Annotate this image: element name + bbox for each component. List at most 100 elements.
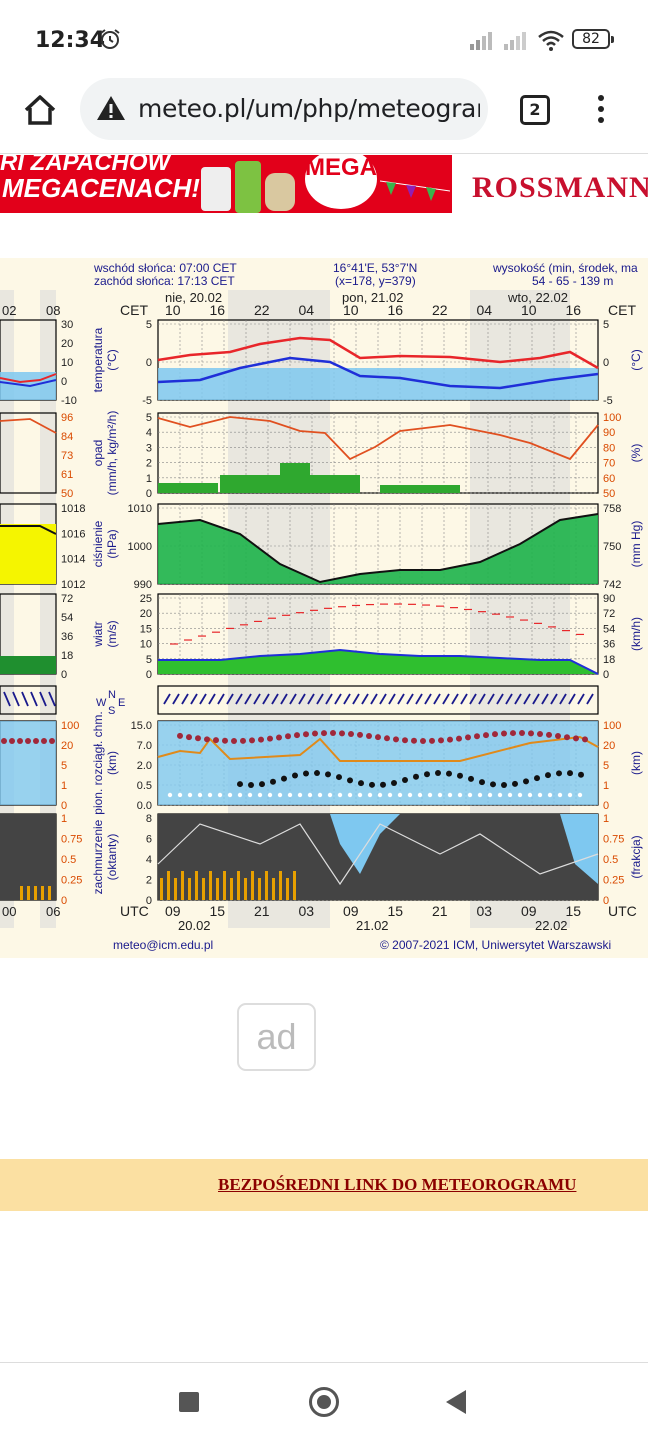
banner-slogan-line1: RI ZAPACHÓW: [0, 155, 171, 176]
wind-arrow: [532, 693, 540, 705]
wind-arrow: [3, 691, 11, 707]
sunshine-bar: [265, 871, 268, 900]
mini-tick: 1: [61, 780, 67, 792]
fog-dot: [397, 792, 403, 798]
fog-dot: [277, 792, 283, 798]
high-cloud-dot: [339, 730, 345, 737]
fog-dot: [317, 792, 323, 798]
tick-right: 90: [603, 427, 615, 439]
wind-arrow: [289, 693, 297, 705]
fog-dot: [467, 792, 473, 798]
mini-tick: 50: [61, 488, 73, 500]
tick-right: 50: [603, 488, 615, 500]
fog-dot: [377, 792, 383, 798]
hour-label-top: 10: [165, 302, 181, 318]
meteogram[interactable]: wschód słońca: 07:00 CET zachód słońca: 1…: [0, 258, 648, 958]
low-cloud-dot: [424, 771, 430, 778]
high-cloud-dot: [393, 736, 399, 743]
low-cloud-dot: [303, 770, 309, 777]
tick-right: 72: [603, 608, 615, 620]
wind-arrow: [280, 693, 288, 705]
high-cloud-dot: [285, 733, 291, 740]
ad-banner[interactable]: RI ZAPACHÓW MEGACENACH! MEGA! ROSSMANN: [0, 155, 648, 219]
precip-bars: [158, 483, 218, 493]
fog-dot: [227, 792, 233, 798]
tick-right: 750: [603, 541, 621, 553]
high-cloud-dot: [465, 734, 471, 741]
fog-dot: [267, 792, 273, 798]
wind-arrow: [226, 693, 234, 705]
wind-arrow: [190, 693, 198, 705]
home-button[interactable]: [309, 1387, 339, 1417]
tab-switcher-button[interactable]: 2: [520, 95, 550, 125]
low-cloud-dot: [534, 775, 540, 782]
panel-unit: (km): [105, 751, 119, 775]
mini-tick: 0.25: [61, 875, 82, 887]
hour-label-top: 10: [521, 302, 537, 318]
high-cloud-dot: [294, 732, 300, 739]
tick-left: 5: [146, 412, 152, 424]
not-secure-warning-icon[interactable]: [96, 94, 126, 122]
tick-right: 5: [603, 319, 609, 331]
panel-unit: (m/s): [105, 620, 119, 647]
tick-left: 2: [146, 458, 152, 470]
fog-dot: [247, 792, 253, 798]
mini-high-cloud-dot: [17, 738, 23, 744]
wind-arrow: [586, 693, 594, 705]
ad-placeholder[interactable]: ad: [237, 1003, 316, 1071]
panel-label: ciśnienie: [91, 520, 105, 567]
panel-unit: (mm/h, kg/m²/h): [105, 411, 119, 496]
mini-tick: 20: [61, 740, 73, 752]
wind-arrow: [460, 693, 468, 705]
tick-left: 2: [146, 875, 152, 887]
temperature-line: [157, 336, 599, 370]
mini-tick: 0: [61, 669, 67, 681]
cloud-fraction-line: [157, 823, 599, 886]
panel-unit-right: (°C): [629, 349, 643, 370]
mini-cloud-height-fill: [0, 721, 56, 805]
high-cloud-dot: [456, 735, 462, 742]
tick-left: 6: [146, 834, 152, 846]
address-bar[interactable]: meteo.pl/um/php/meteogram: [80, 78, 488, 140]
back-button[interactable]: [446, 1390, 466, 1414]
wind-arrow: [199, 693, 207, 705]
recents-button[interactable]: [179, 1392, 199, 1412]
url-text[interactable]: meteo.pl/um/php/meteogram: [138, 94, 480, 123]
mini-tick: 20: [61, 338, 73, 350]
banner-badge: MEGA!: [305, 155, 385, 209]
mini-high-cloud-dot: [33, 738, 39, 744]
fog-dot: [577, 792, 583, 798]
alarm-icon: [100, 29, 120, 49]
wind-arrow: [415, 693, 423, 705]
fog-dot: [477, 792, 483, 798]
browser-menu-icon[interactable]: [592, 92, 610, 128]
direct-link[interactable]: BEZPOŚREDNI LINK DO METEOROGRAMU: [218, 1175, 577, 1194]
wind-arrow: [478, 693, 486, 705]
low-cloud-dot: [578, 771, 584, 778]
high-cloud-dot: [582, 736, 588, 743]
tick-right: 1: [603, 780, 609, 792]
sunshine-bar: [216, 878, 219, 900]
fog-dot: [297, 792, 303, 798]
precip-bars: [280, 463, 310, 493]
fog-dot: [567, 792, 573, 798]
tick-right: 0.75: [603, 834, 624, 846]
sunshine-bar: [167, 871, 170, 900]
home-icon[interactable]: [20, 90, 60, 130]
wind-dir-label: S: [108, 705, 115, 717]
wind-arrow: [352, 693, 360, 705]
low-cloud-dot: [479, 779, 485, 786]
low-cloud-dot: [259, 781, 265, 788]
fog-dot: [387, 792, 393, 798]
hour-label-top: 16: [210, 302, 226, 318]
panel-unit: (oktanty): [105, 834, 119, 881]
low-cloud-dot: [347, 777, 353, 784]
tick-right: 742: [603, 579, 621, 591]
mini-sunshine-bar: [41, 886, 44, 900]
high-cloud-dot: [510, 730, 516, 737]
high-cloud-dot: [519, 730, 525, 737]
banner-red-area: RI ZAPACHÓW MEGACENACH!: [0, 155, 452, 213]
fog-dot: [557, 792, 563, 798]
tick-right: 0: [603, 800, 609, 812]
